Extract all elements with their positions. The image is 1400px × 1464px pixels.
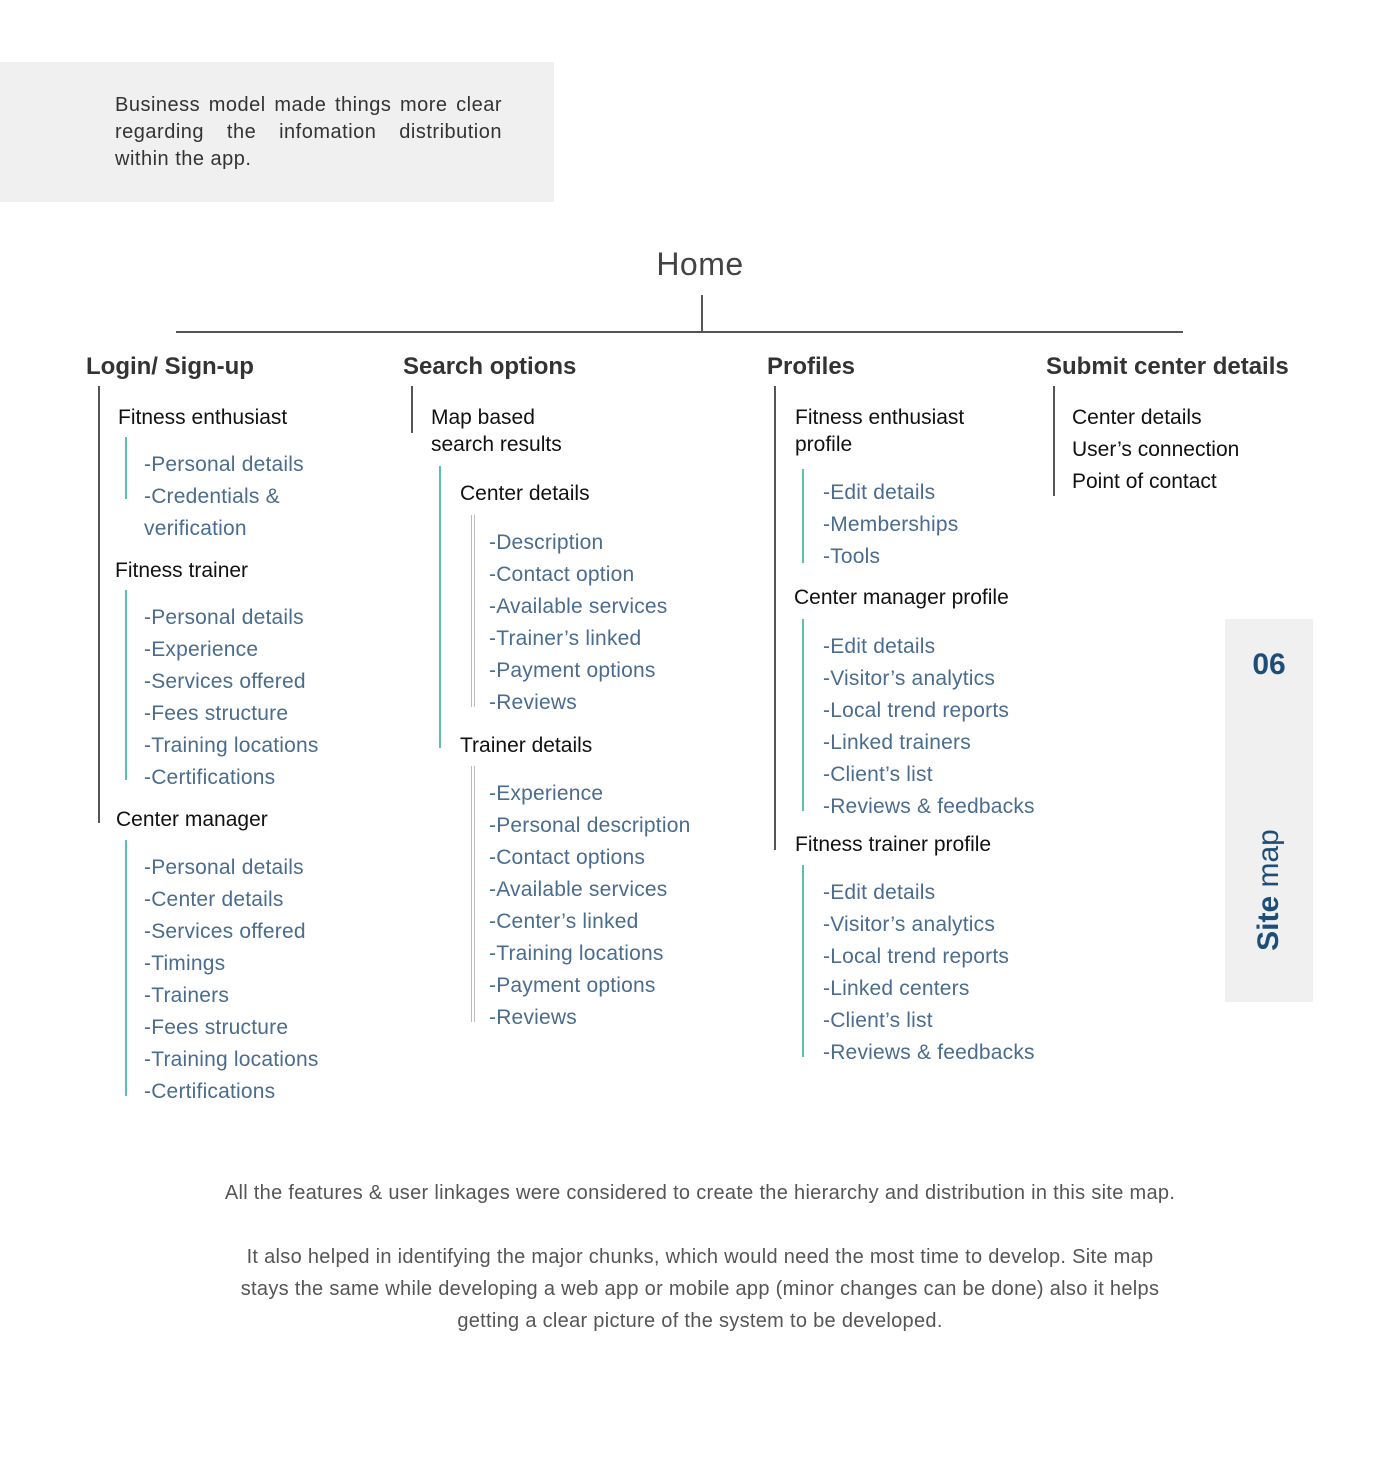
footer-paragraph-1: All the features & user linkages were co…: [224, 1182, 1176, 1204]
section-label: Site map: [1252, 829, 1286, 951]
thin-line: [471, 766, 472, 1022]
leaf-item: -Payment options: [489, 659, 656, 682]
leaf-item: -Client’s list: [823, 1009, 933, 1032]
leaf-item: -Reviews & feedbacks: [823, 1041, 1035, 1064]
leaf-item: -Experience: [489, 782, 604, 805]
enthusiast-profile-line2: profile: [795, 433, 853, 456]
leaf-item: -Personal description: [489, 814, 691, 837]
accent-line: [125, 437, 127, 499]
section-number: 06: [1252, 648, 1286, 681]
enthusiast-profile-line1: Fitness enthusiast: [795, 406, 965, 429]
leaf-item: verification: [144, 517, 247, 540]
leaf-item: -Credentials &: [144, 485, 280, 508]
footer-paragraph-2-line-1: It also helped in identifying the major …: [246, 1246, 1154, 1268]
thin-line: [474, 766, 475, 1022]
leaf-item: -Personal details: [144, 606, 304, 629]
leaf-item: -Linked centers: [823, 977, 970, 1000]
leaf-item: -Certifications: [144, 766, 276, 789]
leaf-item: -Reviews: [489, 1006, 577, 1029]
accent-line: [802, 865, 804, 1057]
section-label-rest: map: [1252, 829, 1285, 896]
accent-line: [125, 840, 127, 1096]
accent-line: [802, 619, 804, 811]
leaf-item: -Training locations: [489, 942, 664, 965]
submit-branch-line: [1053, 386, 1055, 496]
group-center-details: Center details: [460, 482, 590, 505]
login-branch-line: [98, 386, 100, 823]
heading-search: Search options: [403, 353, 577, 380]
leaf-item: -Available services: [489, 878, 668, 901]
leaf-item: -Memberships: [823, 513, 959, 536]
leaf-item: -Visitor’s analytics: [823, 667, 996, 690]
accent-line: [125, 590, 127, 780]
leaf-item: -Reviews: [489, 691, 577, 714]
leaf-item: -Center’s linked: [489, 910, 639, 933]
leaf-item: -Description: [489, 531, 604, 554]
intro-panel: [0, 62, 554, 202]
leaf-item: -Trainers: [144, 984, 230, 1007]
leaf-item: -Payment options: [489, 974, 656, 997]
submit-item: Point of contact: [1072, 470, 1217, 493]
leaf-item: -Reviews & feedbacks: [823, 795, 1035, 818]
heading-profiles: Profiles: [767, 353, 856, 380]
footer-paragraph-2-line-2: stays the same while developing a web ap…: [240, 1278, 1160, 1300]
section-tab: [1225, 619, 1313, 1002]
leaf-item: -Edit details: [823, 881, 936, 904]
group-center-manager: Center manager: [116, 808, 268, 831]
home-connector: [701, 295, 703, 333]
heading-login: Login/ Sign-up: [86, 353, 254, 380]
leaf-item: -Services offered: [144, 920, 306, 943]
map-search-line1: Map based: [431, 406, 535, 429]
leaf-item: -Linked trainers: [823, 731, 971, 754]
heading-submit: Submit center details: [1046, 353, 1289, 380]
leaf-item: -Available services: [489, 595, 668, 618]
leaf-item: -Fees structure: [144, 702, 289, 725]
leaf-item: -Certifications: [144, 1080, 276, 1103]
leaf-item: -Training locations: [144, 734, 319, 757]
leaf-item: -Training locations: [144, 1048, 319, 1071]
group-fitness-trainer: Fitness trainer: [115, 559, 249, 582]
leaf-item: -Timings: [144, 952, 226, 975]
search-branch-line: [411, 386, 413, 433]
leaf-item: -Client’s list: [823, 763, 933, 786]
leaf-item: -Local trend reports: [823, 945, 1010, 968]
leaf-item: -Contact option: [489, 563, 635, 586]
leaf-item: -Visitor’s analytics: [823, 913, 996, 936]
leaf-item: -Trainer’s linked: [489, 627, 642, 650]
leaf-item: -Center details: [144, 888, 284, 911]
map-search-line2: search results: [431, 433, 562, 456]
group-trainer-details: Trainer details: [460, 734, 593, 757]
thin-line: [474, 515, 475, 707]
leaf-item: -Local trend reports: [823, 699, 1010, 722]
accent-line: [439, 466, 441, 748]
intro-text: Business model made things more clear re…: [115, 94, 502, 170]
leaf-item: -Tools: [823, 545, 881, 568]
home-node: Home: [656, 246, 744, 282]
leaf-item: -Personal details: [144, 856, 304, 879]
footer-paragraph-2-line-3: getting a clear picture of the system to…: [457, 1310, 943, 1332]
group-fitness-enthusiast: Fitness enthusiast: [118, 406, 288, 429]
leaf-item: -Edit details: [823, 635, 936, 658]
submit-item: Center details: [1072, 406, 1202, 429]
leaf-item: -Services offered: [144, 670, 306, 693]
accent-line: [802, 469, 804, 563]
group-trainer-profile: Fitness trainer profile: [795, 833, 992, 856]
leaf-item: -Experience: [144, 638, 259, 661]
leaf-item: -Contact options: [489, 846, 646, 869]
thin-line: [471, 515, 472, 707]
group-center-manager-profile: Center manager profile: [794, 586, 1009, 609]
leaf-item: -Personal details: [144, 453, 304, 476]
leaf-item: -Edit details: [823, 481, 936, 504]
leaf-item: -Fees structure: [144, 1016, 289, 1039]
top-bar: [176, 331, 1183, 333]
group-map-search: Map based search results: [431, 404, 562, 458]
group-enthusiast-profile: Fitness enthusiast profile: [795, 404, 964, 458]
section-label-bold: Site: [1252, 895, 1285, 951]
submit-item: User’s connection: [1072, 438, 1240, 461]
profiles-branch-line: [774, 386, 776, 850]
